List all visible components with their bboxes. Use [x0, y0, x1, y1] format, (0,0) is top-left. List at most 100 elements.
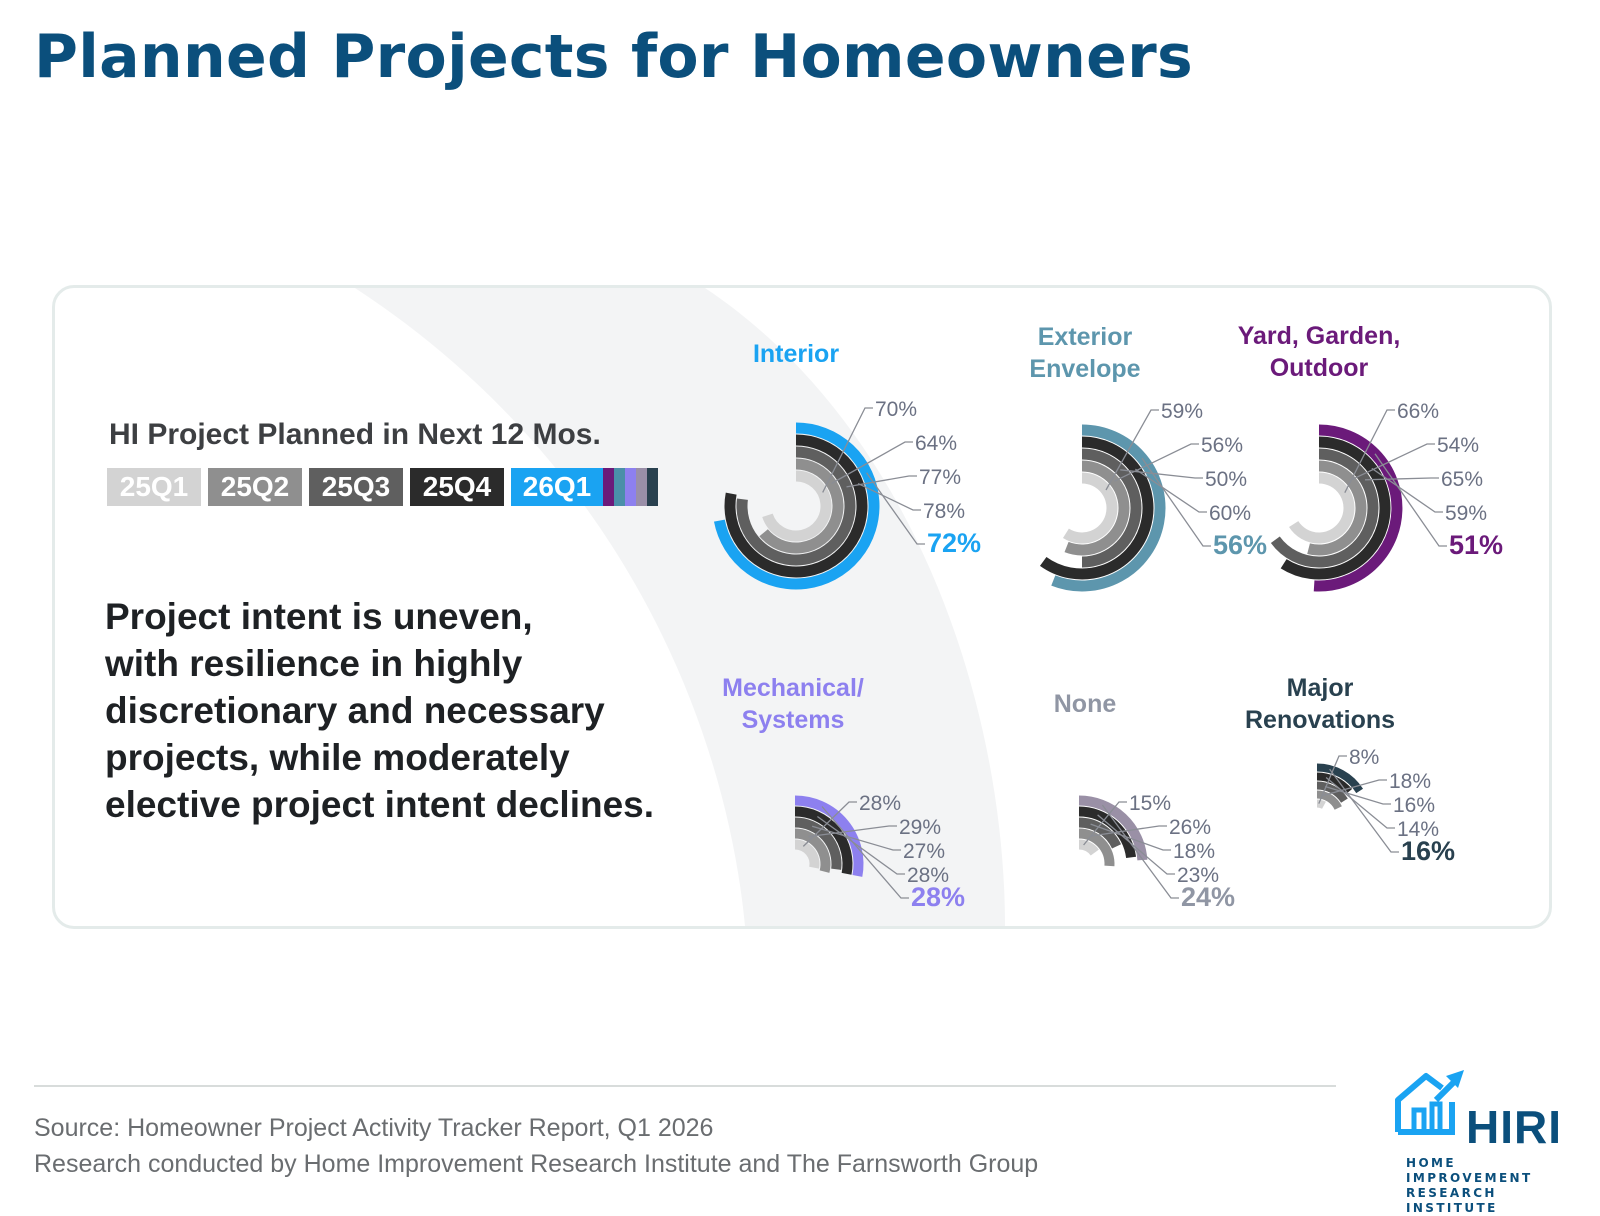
logo-subtitle: HOME IMPROVEMENT RESEARCH INSTITUTE [1406, 1156, 1588, 1216]
arc-25q1 [1078, 839, 1099, 856]
leader-line [1371, 467, 1443, 513]
arc-26q1 [794, 795, 864, 877]
arc-25q4 [1078, 806, 1137, 859]
leader-line [866, 472, 925, 545]
leader-line [1105, 409, 1159, 491]
value-label: 64% [915, 432, 957, 455]
value-label: 18% [1389, 770, 1431, 793]
leader-line [1325, 776, 1395, 829]
leader-line [1114, 443, 1199, 482]
value-label: 56% [1201, 434, 1243, 457]
legend-category-strip [603, 468, 614, 506]
logo-subtitle-line2: RESEARCH INSTITUTE [1406, 1186, 1498, 1215]
value-label: 77% [919, 466, 961, 489]
value-label: 50% [1205, 468, 1247, 491]
leader-line [1344, 409, 1395, 493]
value-label: 66% [1397, 400, 1439, 423]
chart-title-line: None [1054, 690, 1117, 718]
takeaway-text: Project intent is uneven, with resilience… [105, 593, 745, 828]
legend-chip-25q1: 25Q1 [107, 468, 201, 506]
arc-25q2 [1307, 460, 1367, 556]
leader-line [1120, 469, 1203, 479]
arc-25q2 [1064, 460, 1130, 556]
leader-line [1141, 457, 1211, 547]
arc-25q3 [1316, 781, 1348, 803]
arc-25q4 [1280, 436, 1391, 580]
radial-charts: Interior 70% 64% 77% 78% 72% Exterior Envelope 5… [713, 322, 1503, 912]
hiri-logo: HIRI HOME IMPROVEMENT RESEARCH INSTITUTE [1392, 1066, 1588, 1215]
value-label-current: 16% [1401, 836, 1455, 866]
value-label: 54% [1437, 434, 1479, 457]
chart-card: HI Project Planned in Next 12 Mos. 25Q1 2… [52, 285, 1552, 929]
arc-25q2 [1316, 790, 1342, 810]
arc-25q4 [1039, 436, 1154, 580]
arc-25q3 [1081, 448, 1142, 568]
leader-line [811, 825, 901, 851]
value-label: 14% [1397, 818, 1439, 841]
value-label: 65% [1441, 468, 1483, 491]
radial-chart-4: None 15%26%18%23%24% [1054, 690, 1235, 912]
takeaway-line: with resilience in highly [105, 643, 523, 684]
legend-chip-26q1: 26Q1 [511, 468, 603, 506]
arc-25q1 [1062, 472, 1118, 544]
page-title: Planned Projects for Homeowners [34, 22, 1193, 92]
value-label: 29% [899, 816, 941, 839]
radial-chart-2: Yard, Garden, Outdoor 66% 54% 65% 59% 51% [1238, 322, 1503, 592]
logo-wordmark: HIRI [1466, 1101, 1562, 1153]
chart-title-line: Exterior [1038, 323, 1133, 351]
arc-26q1 [1078, 795, 1148, 861]
takeaway-line: elective project intent declines. [105, 784, 655, 825]
arc-25q2 [759, 458, 844, 554]
credit-line: Research conducted by Home Improvement R… [34, 1150, 1039, 1178]
value-label: 70% [875, 398, 917, 421]
value-label: 8% [1349, 746, 1379, 769]
background-arc [55, 288, 1005, 926]
source-note: Source: Homeowner Project Activity Track… [34, 1110, 1038, 1182]
leader-line [857, 483, 921, 511]
legend-chip-25q2: 25Q2 [208, 468, 302, 506]
leader-line [1101, 804, 1179, 899]
value-label: 59% [1161, 400, 1203, 423]
arc-25q3 [736, 446, 856, 566]
arc-25q1 [1316, 799, 1326, 809]
radial-chart-0: Interior 70% 64% 77% 78% 72% [713, 340, 981, 590]
leader-line [1083, 801, 1127, 846]
value-label: 16% [1393, 794, 1435, 817]
value-label-current: 28% [911, 882, 965, 912]
value-label: 18% [1173, 840, 1215, 863]
value-label: 28% [907, 864, 949, 887]
arc-25q4 [794, 806, 853, 875]
chart-title-line: Mechanical/ [722, 674, 864, 702]
leader-line [1374, 453, 1447, 547]
chart-title-line: Systems [742, 706, 845, 734]
arc-25q1 [794, 839, 820, 869]
leader-line [821, 806, 909, 899]
arc-25q3 [1078, 817, 1122, 849]
arc-25q2 [794, 828, 831, 873]
legend-category-strip [636, 468, 647, 506]
value-label: 78% [923, 500, 965, 523]
arc-25q3 [1270, 448, 1379, 568]
footer-divider [34, 1085, 1336, 1087]
arc-25q3 [794, 817, 842, 870]
takeaway-line: discretionary and necessary [105, 690, 605, 731]
leader-line [831, 441, 913, 485]
value-label-current: 72% [927, 528, 981, 558]
takeaway-line: Project intent is uneven, [105, 596, 533, 637]
chart-title-line: Major [1287, 674, 1354, 702]
value-label: 15% [1129, 792, 1171, 815]
takeaway-line: projects, while moderately [105, 737, 570, 778]
leader-line [1350, 443, 1435, 481]
arc-25q2 [1078, 828, 1115, 867]
value-label-current: 51% [1449, 530, 1503, 560]
radial-chart-1: Exterior Envelope 59% 56% 50% 60% 56% [1029, 323, 1267, 592]
arc-25q1 [762, 470, 832, 542]
legend-category-strip [625, 468, 636, 506]
arc-25q4 [724, 434, 868, 578]
leader-line [1090, 823, 1171, 851]
legend-chip-25q3: 25Q3 [309, 468, 403, 506]
leader-line [1135, 468, 1207, 513]
value-label-current: 56% [1213, 530, 1267, 560]
